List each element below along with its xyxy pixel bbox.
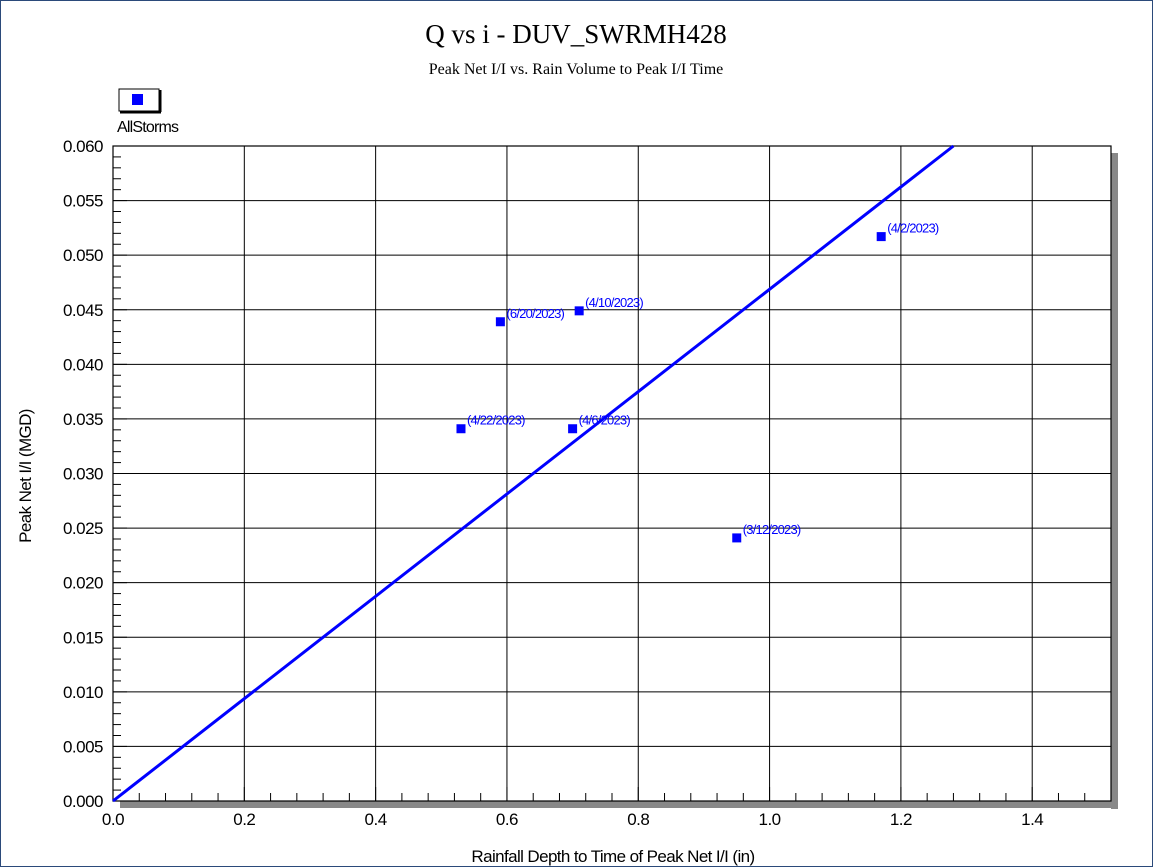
- trendline: [112, 144, 955, 803]
- y-axis-label: Peak Net I/I (MGD): [16, 409, 35, 543]
- data-point: [876, 232, 886, 242]
- legend-label: AllStorms: [117, 119, 179, 136]
- y-tick-label: 0.050: [63, 246, 103, 265]
- data-label: (6/20/2023): [506, 306, 564, 321]
- x-tick-label: 1.4: [1021, 810, 1043, 829]
- y-tick-label: 0.060: [63, 137, 103, 156]
- data-point: [495, 317, 505, 327]
- data-label: (4/2/2023): [887, 221, 939, 236]
- grid: [113, 146, 1111, 801]
- plot-shadow-right: [1111, 153, 1118, 809]
- x-tick-label: 0.0: [102, 810, 124, 829]
- legend-marker: [132, 94, 143, 105]
- y-tick-label: 0.020: [63, 574, 103, 593]
- data-point: [568, 424, 578, 434]
- data-label: (3/12/2023): [743, 522, 801, 537]
- y-tick-label: 0.030: [63, 465, 103, 484]
- data-label: (4/6/2023): [579, 413, 631, 428]
- x-tick-label: 0.8: [627, 810, 649, 829]
- data-point: [456, 424, 466, 434]
- chart-subtitle: Peak Net I/I vs. Rain Volume to Peak I/I…: [429, 61, 724, 78]
- data-point: [574, 306, 584, 316]
- x-tick-label: 1.0: [759, 810, 781, 829]
- y-tick-label: 0.035: [63, 410, 103, 429]
- y-ticks: 0.000 0.005 0.010 0.015 0.020 0.025 0.030 0.035…: [63, 137, 127, 811]
- legend: AllStorms: [117, 88, 180, 136]
- chart-title: Q vs i - DUV_SWRMH428: [425, 19, 727, 49]
- y-tick-label: 0.045: [63, 301, 103, 320]
- y-tick-label: 0.040: [63, 355, 103, 374]
- plot-shadow: [120, 153, 1118, 809]
- trendline-group: [112, 144, 955, 803]
- x-tick-label: 0.2: [233, 810, 255, 829]
- y-tick-label: 0.010: [63, 683, 103, 702]
- x-tick-label: 0.4: [365, 810, 387, 829]
- plot-shadow-bottom: [120, 801, 1118, 808]
- y-tick-label: 0.000: [63, 792, 103, 811]
- y-tick-label: 0.055: [63, 192, 103, 211]
- y-tick-label: 0.005: [63, 737, 103, 756]
- data-label: (4/22/2023): [467, 413, 525, 428]
- x-ticks: 0.0 0.2 0.4 0.6 0.8 1.0 1.2 1.4: [102, 787, 1112, 829]
- x-tick-label: 1.2: [890, 810, 912, 829]
- data-label: (4/10/2023): [585, 295, 643, 310]
- y-tick-label: 0.015: [63, 628, 103, 647]
- x-tick-label: 0.6: [496, 810, 518, 829]
- x-axis-label: Rainfall Depth to Time of Peak Net I/I (…: [471, 847, 754, 866]
- y-tick-label: 0.025: [63, 519, 103, 538]
- data-points: (4/2/2023) (4/10/2023) (6/20/2023) (4/22/20…: [456, 221, 940, 543]
- data-point: [732, 533, 742, 543]
